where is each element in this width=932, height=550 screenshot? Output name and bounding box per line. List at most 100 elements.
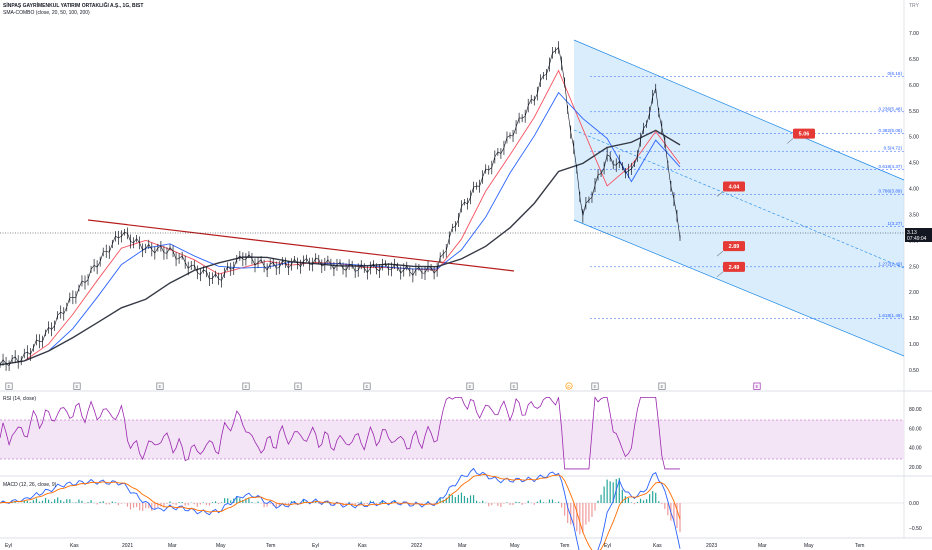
macd-hist-bar bbox=[47, 499, 50, 503]
time-tick-label: Tem bbox=[560, 543, 569, 549]
indicator-label: SMA-COMBO (close, 20, 50, 100, 200) bbox=[3, 10, 90, 16]
macd-hist-bar bbox=[178, 502, 180, 503]
time-axis-ticks: Eyl Kas 2021 Mar May Tem Eyl Kas 2022 Mar May Tem Ey… bbox=[5, 543, 864, 549]
macd-hist-bar bbox=[175, 503, 177, 506]
macd-hist-bar bbox=[624, 496, 626, 503]
macd-hist-bar bbox=[202, 502, 204, 503]
price-tick-label: 1.00 bbox=[909, 342, 919, 348]
event-marker-label: E bbox=[593, 384, 596, 389]
price-tick-label: 6.00 bbox=[909, 83, 919, 89]
event-marker-label: E bbox=[296, 384, 299, 389]
macd-hist-bar bbox=[142, 503, 144, 512]
macd-hist-bar bbox=[139, 503, 141, 511]
fib-label: 0.786(3.89) bbox=[879, 189, 903, 194]
time-tick-label: Tem bbox=[855, 543, 864, 549]
price-tick-label: 1.50 bbox=[909, 316, 919, 322]
macd-hist-bar bbox=[655, 492, 657, 503]
symbol-title: SİNPAŞ GAYRİMENKUL YATIRIM ORTAKLIĞI A.Ş… bbox=[3, 1, 143, 9]
macd-hist-bar bbox=[290, 501, 293, 503]
macd-hist-bar bbox=[105, 503, 107, 505]
macd-hist-bar bbox=[603, 486, 605, 503]
macd-hist-bar bbox=[193, 503, 195, 505]
price-axis-ticks: 7.006.506.005.505.004.504.003.503.002.50… bbox=[909, 31, 919, 374]
time-tick-label: Mar bbox=[758, 543, 767, 549]
time-tick-label: Kas bbox=[358, 543, 367, 549]
macd-hist-bar bbox=[612, 482, 614, 503]
macd-hist-bar bbox=[588, 503, 590, 522]
earnings-marker bbox=[466, 382, 474, 390]
time-tick-label: May bbox=[216, 543, 226, 549]
macd-hist-bar bbox=[460, 492, 463, 503]
macd-hist-bar bbox=[32, 500, 34, 503]
macd-hist-bar bbox=[132, 503, 135, 508]
earnings-marker bbox=[510, 382, 518, 390]
macd-hist-bar bbox=[60, 500, 62, 503]
macd-hist-bar bbox=[606, 479, 608, 503]
macd-hist-bar bbox=[533, 503, 535, 505]
rsi-tick-label: 80.00 bbox=[909, 407, 922, 413]
macd-histogram bbox=[0, 477, 681, 535]
macd-hist-bar bbox=[394, 500, 396, 503]
macd-hist-bar bbox=[360, 501, 362, 503]
macd-hist-bar bbox=[108, 503, 110, 505]
event-marker-label: D bbox=[567, 384, 571, 389]
macd-hist-bar bbox=[527, 500, 529, 503]
macd-hist-bar bbox=[585, 503, 587, 525]
earnings-marker bbox=[156, 382, 164, 390]
fib-label: 0.5(4.72) bbox=[884, 146, 903, 151]
time-tick-label: Tem bbox=[266, 543, 275, 549]
macd-hist-bar bbox=[618, 477, 620, 503]
event-marker-label: E bbox=[75, 384, 78, 389]
macd-hist-bar bbox=[463, 495, 466, 503]
time-tick-label: Kas bbox=[70, 543, 79, 549]
earnings-marker bbox=[294, 382, 302, 390]
macd-hist-bar bbox=[26, 500, 28, 503]
macd-hist-bar bbox=[333, 503, 335, 506]
macd-hist-bar bbox=[81, 500, 83, 503]
macd-hist-bar bbox=[542, 502, 544, 503]
time-tick-label: Eyl bbox=[312, 543, 319, 549]
price-tick-label: 7.00 bbox=[909, 31, 919, 37]
macd-hist-bar bbox=[287, 503, 289, 505]
time-tick-label: Kas bbox=[653, 543, 662, 549]
macd-hist-bar bbox=[512, 503, 514, 506]
macd-hist-bar bbox=[114, 502, 116, 503]
price-tag-text: 2.89 bbox=[729, 244, 740, 250]
macd-hist-bar bbox=[245, 498, 247, 503]
macd-hist-bar bbox=[627, 498, 629, 503]
macd-hist-bar bbox=[148, 503, 150, 509]
macd-hist-bar bbox=[609, 481, 611, 503]
macd-hist-bar bbox=[469, 495, 472, 503]
macd-hist-bar bbox=[557, 501, 560, 503]
macd-hist-bar bbox=[111, 501, 113, 503]
macd-hist-bar bbox=[521, 503, 523, 505]
macd-hist-bar bbox=[500, 503, 502, 507]
regression-channel[interactable] bbox=[573, 39, 905, 357]
macd-hist-bar bbox=[457, 494, 459, 503]
macd-hist-bar bbox=[23, 500, 25, 503]
rsi-tick-label: 40.00 bbox=[909, 446, 922, 452]
macd-hist-bar bbox=[536, 501, 538, 503]
macd-hist-bar bbox=[166, 503, 168, 504]
macd-hist-bar bbox=[278, 503, 280, 506]
macd-hist-bar bbox=[554, 502, 557, 503]
macd-hist-bar bbox=[649, 494, 651, 503]
macd-hist-bar bbox=[570, 503, 572, 525]
macd-hist-bar bbox=[38, 501, 41, 503]
sma200-line bbox=[0, 129, 681, 366]
price-tags: 5.06 4.04 2.89 2.49 bbox=[716, 128, 815, 278]
price-tag-box bbox=[723, 241, 745, 252]
macd-hist-bar bbox=[199, 503, 201, 505]
macd-hist-bar bbox=[351, 503, 353, 505]
fib-retracement[interactable]: 0(6.16) 0.236(5.48) 0.382(5.06) 0.5(4.72) 0.… bbox=[590, 71, 904, 319]
macd-hist-bar bbox=[129, 503, 132, 510]
fib-label: 1.618(1.49) bbox=[879, 313, 903, 318]
time-tick-label: Mar bbox=[458, 543, 467, 549]
event-marker-label: E bbox=[468, 384, 471, 389]
macd-tick-label: −0.50 bbox=[909, 526, 922, 532]
price-tick-label: 3.50 bbox=[909, 212, 919, 218]
macd-hist-bar bbox=[57, 497, 59, 503]
macd-hist-bar bbox=[630, 502, 633, 503]
